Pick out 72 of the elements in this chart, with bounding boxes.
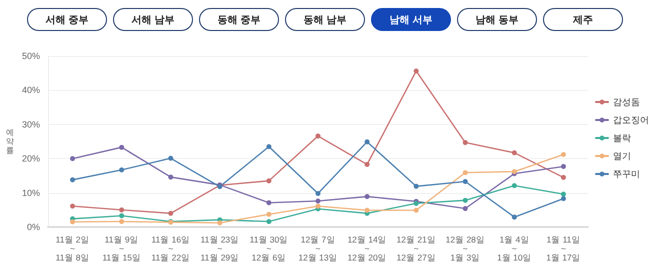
- point: [168, 210, 174, 216]
- point: [364, 194, 370, 200]
- legend-label: 볼락: [613, 133, 631, 143]
- point: [168, 156, 174, 161]
- y-tick-label: 20%: [22, 154, 40, 164]
- point: [512, 150, 517, 156]
- point: [512, 214, 517, 220]
- point: [462, 179, 468, 184]
- point: [266, 219, 272, 224]
- x-tick-label: 1월 11일 ~ 1월 17일: [546, 234, 581, 262]
- y-tick-label: 50%: [22, 51, 40, 61]
- point: [266, 178, 272, 184]
- x-tick-label: 12월 28일 ~ 1월 3일: [446, 234, 485, 262]
- point: [316, 204, 320, 209]
- point: [217, 220, 222, 226]
- point: [266, 200, 272, 206]
- point: [414, 68, 419, 74]
- x-tick-label: 11월 9일 ~ 11월 15일: [102, 234, 141, 262]
- point: [70, 177, 76, 182]
- y-axis-title: 예약률: [6, 128, 14, 155]
- point: [119, 219, 124, 224]
- point: [560, 164, 566, 169]
- legend-label: 감성돔: [613, 97, 640, 107]
- x-tick-label: 11월 30일 ~ 12월 6일: [250, 234, 288, 262]
- text: 서해 중부: [27, 8, 107, 31]
- point: [119, 213, 124, 218]
- point: [70, 219, 76, 224]
- y-tick-label: 30%: [22, 119, 40, 130]
- x-tick-label: 11월 16일 ~ 11월 22일: [151, 234, 190, 262]
- y-tick-label: 0%: [26, 222, 40, 232]
- x-tick-label: 1월 4일 ~ 1월 10일: [497, 234, 532, 262]
- point: [560, 196, 566, 202]
- point: [512, 183, 517, 188]
- text: 동해 남부: [285, 8, 365, 31]
- point: [316, 190, 320, 196]
- point: [364, 208, 370, 213]
- x-tick-label: 12월 14일 ~ 12월 20일: [347, 234, 387, 262]
- x-tick-label: 12월 7일 ~ 12월 13일: [298, 234, 338, 262]
- point: [119, 144, 124, 150]
- legend-label: 쭈꾸미: [613, 169, 640, 179]
- point: [462, 198, 468, 203]
- point: [462, 170, 468, 176]
- y-tick-label: 40%: [22, 85, 40, 96]
- point: [266, 144, 272, 150]
- point: [168, 174, 174, 180]
- y-tick-label: 10%: [22, 188, 40, 198]
- point: [70, 204, 76, 209]
- x-tick-label: 12월 21일 ~ 12월 27일: [396, 234, 436, 262]
- point: [364, 139, 370, 144]
- legend-label: 열기: [613, 151, 631, 161]
- point: [462, 140, 468, 146]
- point: [414, 208, 419, 213]
- text: 남해 서부: [371, 8, 451, 31]
- point: [70, 156, 76, 162]
- point: [462, 206, 468, 212]
- point: [560, 174, 566, 180]
- point: [316, 198, 320, 204]
- point: [560, 192, 566, 197]
- text: 남해 동부: [457, 8, 537, 31]
- point: [414, 184, 419, 189]
- point: [560, 152, 566, 157]
- point: [119, 207, 124, 212]
- text: 제주: [543, 8, 623, 31]
- point: [316, 134, 320, 139]
- x-tick-label: 11월 2일 ~ 11월 8일: [56, 234, 90, 262]
- point: [119, 167, 124, 172]
- text: 동해 중부: [199, 8, 279, 31]
- legend-label: 갑오징어: [613, 115, 649, 125]
- text: 서해 남부: [113, 8, 193, 31]
- x-tick-label: 11월 23일 ~ 11월 29일: [200, 234, 240, 262]
- point: [266, 212, 272, 217]
- point: [364, 162, 370, 167]
